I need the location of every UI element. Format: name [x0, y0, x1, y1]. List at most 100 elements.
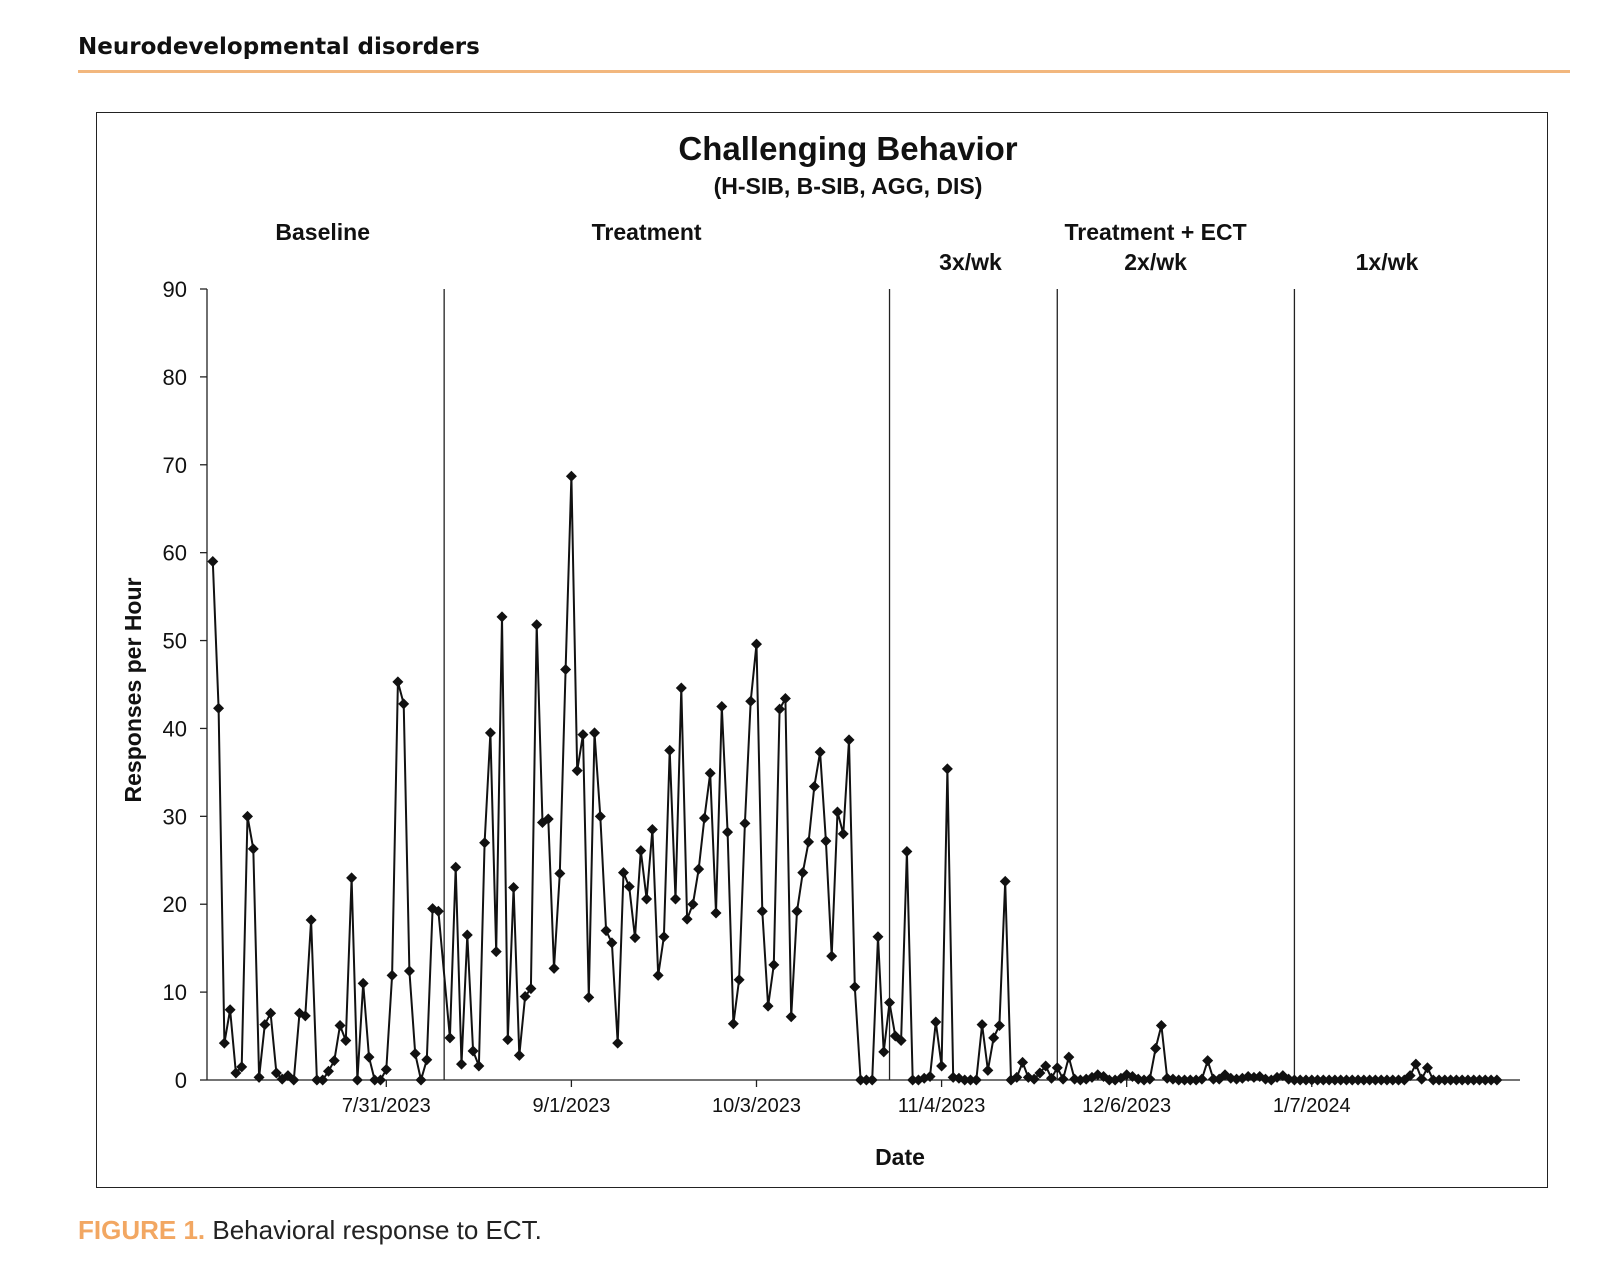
data-point-marker [1150, 1042, 1162, 1054]
data-point-marker [727, 1018, 739, 1030]
data-point-marker [461, 929, 473, 941]
data-point-marker [1057, 1073, 1069, 1085]
data-point-marker [583, 991, 595, 1003]
data-point-marker [814, 746, 826, 758]
data-point-marker [531, 619, 543, 631]
data-point-marker [565, 470, 577, 482]
data-point-marker [346, 872, 358, 884]
data-point-marker [1196, 1073, 1208, 1085]
data-point-marker [999, 875, 1011, 887]
data-point-marker [1485, 1074, 1497, 1086]
data-point-marker [1479, 1074, 1491, 1086]
data-point-marker [941, 763, 953, 775]
data-point-marker [236, 1061, 248, 1073]
data-point-marker [652, 969, 664, 981]
data-point-marker [1184, 1074, 1196, 1086]
data-point-marker [1017, 1056, 1029, 1068]
x-tick-label: 7/31/2023 [342, 1095, 431, 1117]
data-point-marker [965, 1074, 977, 1086]
data-point-marker [993, 1020, 1005, 1032]
data-point-marker [594, 810, 606, 822]
data-point-marker [803, 836, 815, 848]
figure-frame [96, 112, 1548, 1188]
data-point-marker [484, 727, 496, 739]
data-point-marker [218, 1037, 230, 1049]
data-point-marker [502, 1034, 514, 1046]
data-point-marker [1491, 1074, 1503, 1086]
data-point-marker [664, 744, 676, 756]
data-point-marker [1410, 1058, 1422, 1070]
data-point-marker [1051, 1062, 1063, 1074]
data-point-marker [490, 946, 502, 958]
data-point-marker [542, 813, 554, 825]
data-point-marker [259, 1019, 271, 1031]
data-point-marker [328, 1055, 340, 1067]
y-tick-label: 10 [163, 980, 187, 1005]
data-point-marker [1045, 1072, 1057, 1084]
series-layer [207, 470, 1503, 1086]
data-point-marker [1474, 1074, 1486, 1086]
data-point-marker [722, 826, 734, 838]
data-point-marker [826, 950, 838, 962]
chart-subtitle: (H-SIB, B-SIB, AGG, DIS) [714, 173, 983, 199]
data-point-marker [756, 905, 768, 917]
data-point-marker [467, 1045, 479, 1057]
data-point-marker [473, 1060, 485, 1072]
y-tick-label: 0 [175, 1068, 187, 1093]
y-axis-ticks: 0 10 20 30 40 50 60 70 80 90 [163, 277, 207, 1093]
data-point-marker [1317, 1074, 1329, 1086]
data-point-marker [988, 1032, 1000, 1044]
data-point-marker [797, 867, 809, 879]
phase-label: 2x/wk [1124, 249, 1187, 275]
data-point-marker [750, 638, 762, 650]
data-point-marker [1416, 1073, 1428, 1085]
data-point-marker [415, 1074, 427, 1086]
y-tick-label: 80 [163, 365, 187, 390]
data-point-marker [1421, 1062, 1433, 1074]
data-point-marker [444, 1032, 456, 1044]
data-point-marker [270, 1067, 282, 1079]
data-point-marker [635, 845, 647, 857]
data-point-marker [1155, 1020, 1167, 1032]
data-point-marker [334, 1020, 346, 1032]
data-point-marker [450, 861, 462, 873]
data-point-marker [924, 1070, 936, 1082]
data-point-marker [317, 1074, 329, 1086]
y-tick-label: 20 [163, 892, 187, 917]
section-header: Neurodevelopmental disorders [78, 34, 480, 60]
data-point-marker [479, 837, 491, 849]
data-point-marker [745, 695, 757, 707]
data-point-marker [392, 676, 404, 688]
data-point-marker [525, 983, 537, 995]
data-point-marker [681, 913, 693, 925]
data-point-marker [693, 863, 705, 875]
data-point-marker [369, 1074, 381, 1086]
data-point-marker [1439, 1074, 1451, 1086]
data-point-marker [716, 700, 728, 712]
axes [206, 289, 1520, 1081]
phase-label: 1x/wk [1356, 249, 1419, 275]
data-point-marker [629, 932, 641, 944]
data-point-marker [959, 1074, 971, 1086]
data-point-marker [247, 843, 259, 855]
data-point-marker [884, 997, 896, 1009]
data-point-marker [1034, 1067, 1046, 1079]
data-point-marker [230, 1067, 242, 1079]
data-point-marker [1427, 1074, 1439, 1086]
data-point-marker [1288, 1074, 1300, 1086]
data-point-marker [1364, 1074, 1376, 1086]
data-point-marker [936, 1060, 948, 1072]
data-point-marker [837, 828, 849, 840]
data-point-marker [1387, 1074, 1399, 1086]
data-point-marker [1335, 1074, 1347, 1086]
data-point-marker [213, 702, 225, 714]
data-point-marker [1393, 1074, 1405, 1086]
data-point-marker [878, 1046, 890, 1058]
data-point-marker [762, 1000, 774, 1012]
data-point-marker [1456, 1074, 1468, 1086]
data-point-marker [241, 810, 253, 822]
data-point-marker [687, 898, 699, 910]
data-point-marker [456, 1058, 468, 1070]
data-point-marker [606, 937, 618, 949]
data-point-marker [670, 893, 682, 905]
